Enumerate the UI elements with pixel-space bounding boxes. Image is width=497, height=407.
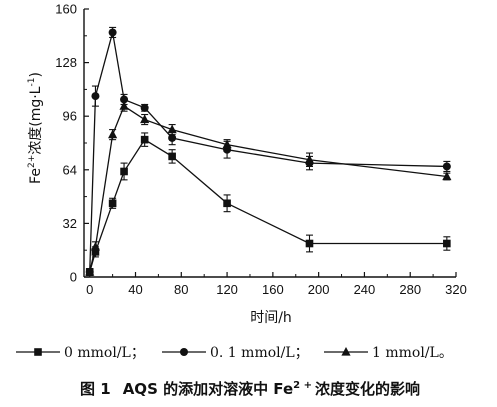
legend-label: 0. 1 mmol/L； — [210, 345, 309, 361]
y-tick-label: 160 — [55, 2, 77, 17]
series-group — [85, 26, 452, 276]
x-tick-label: 160 — [262, 282, 284, 297]
legend-marker-square — [34, 348, 42, 356]
y-tick-label: 0 — [70, 270, 77, 285]
data-point — [140, 114, 150, 124]
data-point — [223, 199, 231, 208]
y-axis-title-close: ) — [28, 72, 44, 77]
data-point — [222, 139, 232, 149]
series-square — [85, 132, 451, 276]
x-tick-label: 40 — [128, 282, 142, 297]
data-point — [85, 266, 95, 276]
x-tick-label: 80 — [174, 282, 188, 297]
data-point — [304, 154, 315, 164]
data-point — [442, 171, 452, 181]
legend-marker-triangle — [341, 347, 351, 356]
y-axis-title-sup2: -1 — [27, 78, 37, 87]
legend-label: 1 mmol/L。 — [372, 345, 453, 361]
y-tick-label: 32 — [63, 216, 77, 231]
legend-marker-circle — [180, 348, 188, 356]
y-tick-label: 96 — [63, 109, 77, 124]
series-line — [89, 138, 447, 273]
y-axis-title-sup: 2+ — [27, 155, 37, 168]
data-point — [119, 101, 129, 110]
data-point — [140, 135, 149, 144]
legend-label: 0 mmol/L； — [64, 345, 145, 361]
data-point — [108, 199, 117, 208]
axes: 0 40 80 120 160 200 240 280 320 0 32 64 96 128 160 — [55, 2, 467, 298]
legend: 0 mmol/L； 0. 1 mmol/L； 1 mmol/L。 — [16, 345, 453, 361]
data-point — [443, 239, 451, 248]
y-axis-title: Fe2+浓度(mg·L-1) — [27, 72, 44, 184]
data-point — [168, 133, 177, 142]
data-point — [442, 162, 451, 171]
x-tick-label: 240 — [354, 282, 376, 297]
caption-label: 图 1 — [80, 380, 111, 398]
data-point — [108, 129, 118, 139]
data-point — [108, 28, 117, 37]
y-tick-label: 64 — [63, 162, 77, 177]
data-point — [91, 92, 100, 101]
data-point — [305, 239, 314, 248]
series-line — [89, 105, 447, 273]
figure-caption: 图 1 AQS 的添加对溶液中 Fe2 + 浓度变化的影响 — [80, 380, 420, 398]
data-point — [168, 152, 176, 161]
caption-tail: 浓度变化的影响 — [315, 380, 420, 398]
x-tick-label: 320 — [445, 282, 467, 297]
x-axis-title: 时间/h — [250, 310, 292, 326]
caption-sup: 2 + — [293, 380, 312, 391]
data-point — [167, 124, 177, 134]
y-tick-label: 128 — [55, 55, 77, 70]
x-tick-label: 0 — [86, 282, 93, 297]
data-point — [140, 103, 149, 112]
x-tick-label: 280 — [399, 282, 421, 297]
x-tick-label: 200 — [308, 282, 330, 297]
data-point — [120, 167, 128, 176]
data-point — [90, 241, 101, 251]
x-tick-label: 120 — [216, 282, 238, 297]
y-axis-title-main: Fe — [28, 168, 44, 184]
y-axis-title-rest: 浓度(mg·L — [28, 86, 44, 154]
caption-text: AQS 的添加对溶液中 Fe — [123, 380, 293, 398]
series-triangle — [85, 100, 452, 276]
